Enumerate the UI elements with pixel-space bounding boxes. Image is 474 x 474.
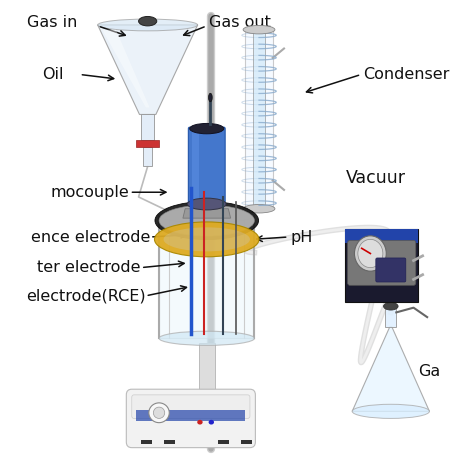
FancyBboxPatch shape bbox=[376, 258, 406, 282]
FancyBboxPatch shape bbox=[188, 127, 225, 205]
Polygon shape bbox=[199, 343, 215, 416]
Polygon shape bbox=[137, 410, 246, 421]
Polygon shape bbox=[241, 439, 252, 444]
Polygon shape bbox=[218, 439, 229, 444]
Ellipse shape bbox=[209, 420, 214, 425]
Ellipse shape bbox=[138, 17, 157, 26]
Polygon shape bbox=[164, 439, 175, 444]
Polygon shape bbox=[102, 30, 149, 108]
Polygon shape bbox=[246, 30, 273, 209]
Ellipse shape bbox=[98, 19, 198, 31]
FancyBboxPatch shape bbox=[347, 240, 416, 285]
Text: Ga: Ga bbox=[418, 364, 440, 379]
Text: pH: pH bbox=[291, 229, 313, 245]
Text: Gas in: Gas in bbox=[27, 15, 77, 30]
Ellipse shape bbox=[149, 403, 169, 423]
Polygon shape bbox=[98, 25, 198, 115]
Ellipse shape bbox=[209, 93, 212, 102]
Ellipse shape bbox=[159, 331, 255, 346]
Ellipse shape bbox=[197, 420, 203, 425]
Ellipse shape bbox=[155, 222, 259, 257]
Text: Gas out: Gas out bbox=[209, 15, 271, 30]
Polygon shape bbox=[137, 140, 159, 146]
Polygon shape bbox=[385, 308, 396, 327]
Ellipse shape bbox=[155, 201, 258, 239]
Ellipse shape bbox=[243, 204, 275, 213]
Ellipse shape bbox=[355, 236, 386, 271]
Ellipse shape bbox=[154, 407, 165, 419]
Ellipse shape bbox=[383, 302, 398, 310]
Ellipse shape bbox=[358, 239, 383, 268]
Text: Oil: Oil bbox=[42, 67, 64, 82]
Ellipse shape bbox=[243, 26, 275, 34]
Text: Vacuur: Vacuur bbox=[346, 169, 405, 187]
Polygon shape bbox=[141, 439, 152, 444]
Polygon shape bbox=[253, 30, 265, 209]
FancyBboxPatch shape bbox=[126, 389, 255, 447]
Polygon shape bbox=[192, 131, 199, 201]
FancyBboxPatch shape bbox=[132, 395, 250, 419]
FancyBboxPatch shape bbox=[346, 229, 418, 302]
Polygon shape bbox=[183, 209, 231, 218]
Ellipse shape bbox=[159, 209, 255, 223]
Text: electrode(RCE): electrode(RCE) bbox=[26, 288, 146, 303]
Text: mocouple: mocouple bbox=[51, 185, 129, 200]
Polygon shape bbox=[143, 146, 152, 166]
Polygon shape bbox=[141, 115, 154, 140]
Polygon shape bbox=[346, 229, 418, 243]
Ellipse shape bbox=[190, 123, 224, 134]
Text: Condenser: Condenser bbox=[364, 67, 450, 82]
Ellipse shape bbox=[159, 205, 255, 236]
Polygon shape bbox=[159, 216, 255, 338]
Ellipse shape bbox=[164, 228, 250, 251]
Ellipse shape bbox=[187, 198, 226, 210]
Text: ence electrode: ence electrode bbox=[30, 229, 150, 245]
Polygon shape bbox=[352, 327, 429, 411]
Text: ter electrode: ter electrode bbox=[37, 260, 141, 275]
Ellipse shape bbox=[352, 404, 429, 419]
